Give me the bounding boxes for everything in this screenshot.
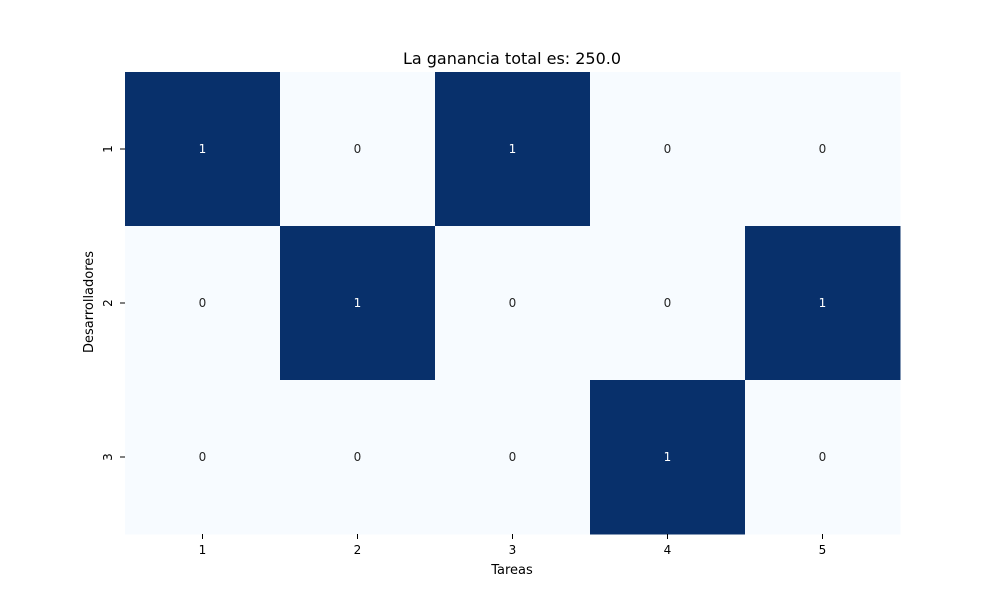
cell-value-label: 0	[354, 450, 362, 464]
heatmap-cell-r1-c2	[280, 72, 436, 227]
heatmap-cell-r1-c5	[745, 72, 901, 227]
x-tick-label: 1	[199, 543, 207, 557]
cell-value-label: 0	[199, 450, 207, 464]
cell-value-label: 1	[199, 142, 207, 156]
cell-value-label: 0	[664, 142, 672, 156]
cell-value-label: 0	[819, 142, 827, 156]
heatmap-cells: 1 0 1 0 0 0 1 0 0 1 0 0 0 1 0	[125, 72, 901, 535]
heatmap-cell-r3-c5	[745, 380, 901, 535]
cell-value-label: 1	[664, 450, 672, 464]
heatmap-cell-r3-c4	[590, 380, 746, 535]
heatmap-cell-r1-c1	[125, 72, 281, 227]
x-tick-label: 2	[354, 543, 362, 557]
cell-value-label: 0	[509, 450, 517, 464]
heatmap-cell-r3-c3	[435, 380, 591, 535]
heatmap-cell-r2-c3	[435, 226, 591, 381]
heatmap-cell-r3-c1	[125, 380, 281, 535]
heatmap-cell-r1-c4	[590, 72, 746, 227]
cell-value-label: 0	[664, 296, 672, 310]
chart-title: La ganancia total es: 250.0	[403, 49, 621, 68]
y-axis-label: Desarrolladores	[82, 251, 97, 353]
x-axis-label: Tareas	[490, 563, 533, 578]
cell-value-label: 1	[354, 296, 362, 310]
heatmap-cell-r2-c5	[745, 226, 901, 381]
x-tick-label: 4	[664, 543, 672, 557]
heatmap-cell-r3-c2	[280, 380, 436, 535]
y-tick-label: 2	[101, 299, 115, 307]
cell-value-label: 0	[509, 296, 517, 310]
cell-value-label: 1	[819, 296, 827, 310]
cell-value-label: 0	[354, 142, 362, 156]
cell-value-label: 1	[509, 142, 517, 156]
x-tick-label: 5	[819, 543, 827, 557]
heatmap-cell-r2-c4	[590, 226, 746, 381]
cell-value-label: 0	[819, 450, 827, 464]
heatmap-cell-r2-c2	[280, 226, 436, 381]
y-tick-label: 1	[101, 145, 115, 153]
y-tick-label: 3	[101, 453, 115, 461]
x-axis-ticks: 1 2 3 4 5	[199, 534, 827, 557]
heatmap-cell-r2-c1	[125, 226, 281, 381]
heatmap-cell-r1-c3	[435, 72, 591, 227]
cell-value-label: 0	[199, 296, 207, 310]
x-tick-label: 3	[509, 543, 517, 557]
y-axis-ticks: 1 2 3	[101, 145, 125, 461]
